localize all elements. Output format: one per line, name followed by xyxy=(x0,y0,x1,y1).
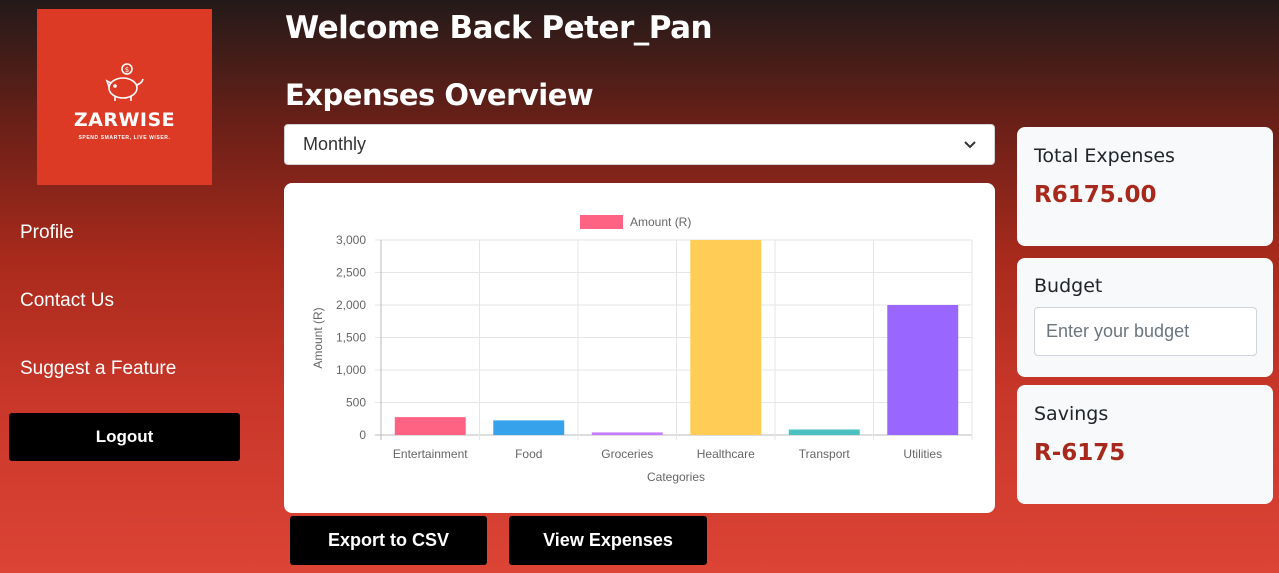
expenses-bar-chart: 0 500 1,000 1,500 2,000 2,500 3,000 Entertainm… xyxy=(311,215,973,484)
x-tick-label: Utilities xyxy=(903,447,942,461)
x-tick-label: Transport xyxy=(799,447,851,461)
piggy-bank-icon: $ xyxy=(105,63,144,101)
y-tick-label: 3,000 xyxy=(336,233,366,247)
y-tick-label: 1,500 xyxy=(336,331,366,345)
x-tick-label: Healthcare xyxy=(697,447,755,461)
savings-title: Savings xyxy=(1034,403,1109,425)
bar-healthcare xyxy=(690,240,762,435)
period-select-value: Monthly xyxy=(303,134,367,154)
budget-input[interactable] xyxy=(1034,307,1257,356)
welcome-heading: Welcome Back Peter_Pan xyxy=(285,10,713,46)
y-axis-label: Amount (R) xyxy=(311,307,325,368)
sidebar-item-suggest-feature[interactable]: Suggest a Feature xyxy=(20,358,177,379)
x-tick-label: Entertainment xyxy=(393,447,468,461)
y-tick-label: 2,500 xyxy=(336,266,366,280)
y-tick-label: 2,000 xyxy=(336,298,366,312)
total-expenses-card: Total Expenses R6175.00 xyxy=(1017,127,1273,246)
page-title: Expenses Overview xyxy=(285,78,594,112)
x-axis-label: Categories xyxy=(647,470,705,484)
chevron-down-icon xyxy=(964,140,976,148)
export-csv-button[interactable]: Export to CSV xyxy=(290,516,487,565)
brand-name: ZARWISE xyxy=(73,109,176,131)
bar-groceries xyxy=(591,432,663,435)
savings-card: Savings R-6175 xyxy=(1017,385,1273,504)
x-tick-label: Food xyxy=(515,447,542,461)
brand-tagline: SPEND SMARTER, LIVE WISER. xyxy=(78,135,171,141)
bar-utilities xyxy=(887,305,959,435)
expenses-chart-card: 0 500 1,000 1,500 2,000 2,500 3,000 Entertainm… xyxy=(284,183,995,513)
svg-text:$: $ xyxy=(124,66,128,74)
brand-logo: $ ZARWISE SPEND SMARTER, LIVE WISER. xyxy=(37,9,212,185)
x-tick-label: Groceries xyxy=(601,447,653,461)
bar-entertainment xyxy=(394,417,466,435)
budget-card: Budget xyxy=(1017,258,1273,377)
bar-transport xyxy=(788,429,860,435)
total-expenses-value: R6175.00 xyxy=(1034,182,1157,208)
sidebar-item-contact-us[interactable]: Contact Us xyxy=(20,290,114,311)
budget-title: Budget xyxy=(1034,275,1103,297)
legend-label: Amount (R) xyxy=(630,215,691,229)
y-tick-label: 0 xyxy=(359,428,366,442)
total-expenses-title: Total Expenses xyxy=(1034,145,1175,167)
logout-button[interactable]: Logout xyxy=(9,413,240,461)
bar-food xyxy=(493,420,565,435)
y-tick-label: 500 xyxy=(346,396,366,410)
legend-swatch xyxy=(580,215,623,229)
savings-value: R-6175 xyxy=(1034,440,1126,466)
view-expenses-button[interactable]: View Expenses xyxy=(509,516,707,565)
sidebar-item-profile[interactable]: Profile xyxy=(20,222,74,243)
y-tick-label: 1,000 xyxy=(336,363,366,377)
period-select[interactable]: Monthly xyxy=(284,124,995,165)
